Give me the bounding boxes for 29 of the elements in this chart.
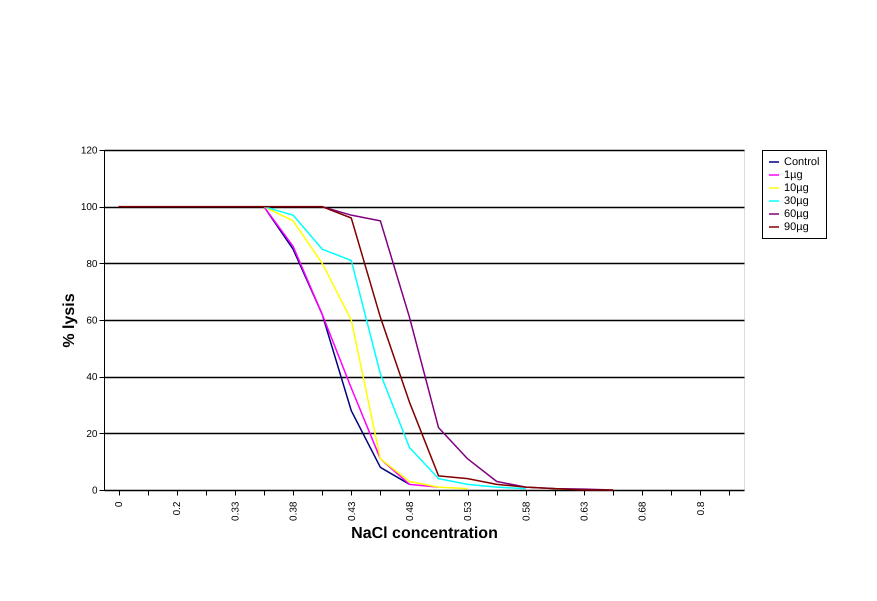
x-tick-label: 0.43 [346,501,358,521]
y-tick-label: 20 [86,428,98,440]
x-tick-label: 0.38 [288,501,300,521]
line-series [321,206,614,491]
x-tick-label: 0 [114,501,126,508]
legend-label: 90µg [784,221,809,233]
x-tick-label: 0.53 [463,501,474,521]
x-tick-label: 0.33 [230,501,242,521]
y-axis-title: % lysis [60,293,78,348]
x-tick-label: 0.48 [404,501,416,521]
line-series [263,206,527,490]
legend-label: 30µg [784,195,809,207]
legend-label: 1µg [784,169,803,181]
y-tick-label: 60 [86,316,98,326]
x-tick-label: 0.68 [638,501,649,521]
x-axis-title: NaCl concentration [351,524,498,542]
y-tick-label: 40 [86,372,98,384]
y-tick-label: 80 [86,258,98,270]
legend-label: 10µg [784,182,809,194]
x-tick-label: 0.58 [521,501,532,521]
y-tick-label: 120 [80,146,98,156]
legend-label: 60µg [784,208,809,220]
x-tick-label: 0.8 [696,501,707,516]
y-tick-label: 0 [92,486,98,496]
line-series [118,206,614,491]
x-tick-label: 0.2 [172,501,184,516]
y-tick-label: 100 [80,202,98,214]
legend-label: Control [784,156,820,168]
x-tick-label: 0.63 [580,501,590,521]
